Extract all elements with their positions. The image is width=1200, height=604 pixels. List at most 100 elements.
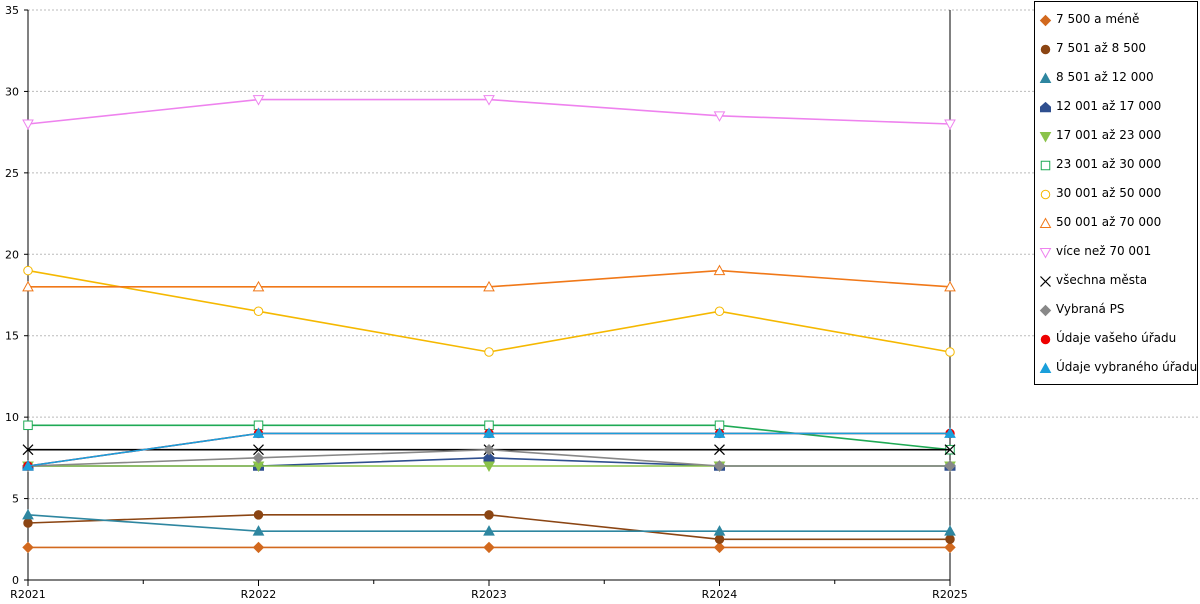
data-point: [945, 347, 955, 357]
data-point: [483, 444, 495, 456]
data-point: [944, 460, 956, 472]
data-point: [713, 525, 726, 536]
y-tick-label: 10: [5, 411, 19, 424]
y-tick-label: 30: [5, 85, 19, 98]
legend-marker-icon: [1039, 248, 1052, 259]
data-point: [944, 119, 956, 131]
data-point: [944, 444, 956, 456]
data-point: [23, 518, 33, 528]
data-point: [714, 534, 725, 545]
legend-label: 8 501 až 12 000: [1056, 70, 1154, 84]
data-point: [252, 427, 265, 438]
x-marker-stroke: [1040, 276, 1051, 287]
series-12: [22, 427, 956, 471]
series-1: [23, 510, 955, 545]
y-tick-label: 35: [5, 4, 19, 17]
legend-marker-icon: [1039, 217, 1052, 228]
data-point: [483, 541, 495, 554]
x-tick-label: R2022: [241, 588, 277, 600]
legend-label: Údaje vašeho úřadu: [1056, 331, 1177, 345]
data-point: [944, 525, 956, 536]
y-tick-label: 5: [12, 493, 19, 506]
legend-label: 17 001 až 23 000: [1056, 128, 1162, 142]
legend-marker: [1040, 101, 1051, 113]
series-0: [22, 541, 956, 554]
legend-item: Vybraná PS: [1035, 300, 1197, 320]
legend-marker: [1040, 276, 1051, 287]
data-point: [945, 534, 955, 545]
x-tick-label: R2025: [932, 588, 968, 600]
legend-marker: [1039, 248, 1052, 259]
x-tick-label: R2024: [702, 588, 738, 600]
data-point: [22, 541, 34, 554]
legend-label: Vybraná PS: [1056, 302, 1125, 316]
data-point: [483, 95, 495, 106]
data-point: [713, 427, 726, 438]
legend-label: 12 001 až 17 000: [1056, 99, 1162, 113]
data-point: [713, 264, 726, 276]
legend-item: 7 500 a méně: [1035, 10, 1197, 30]
x-marker-stroke: [714, 444, 725, 456]
data-point: [713, 541, 726, 554]
legend-marker-icon: [1040, 101, 1051, 113]
series-lines: [22, 95, 956, 554]
legend-marker: [1040, 334, 1051, 345]
tick-labels: 0 5 10 15 20 25 30 35 R2021 R2022 R2023 R2024 R2025: [5, 4, 968, 601]
legend-marker-icon: [1039, 362, 1052, 373]
data-point: [252, 541, 265, 554]
data-point: [22, 280, 34, 292]
y-tick-label: 25: [5, 167, 19, 180]
legend-item: 12 001 až 17 000: [1035, 97, 1197, 117]
data-point: [253, 510, 264, 520]
legend-marker: [1039, 362, 1052, 373]
data-point: [713, 460, 726, 472]
legend-label: 7 500 a méně: [1056, 12, 1140, 26]
x-marker-stroke: [944, 444, 956, 456]
data-point: [252, 525, 265, 536]
legend-label: Údaje vybraného úřadu: [1056, 360, 1198, 374]
data-point: [483, 461, 495, 473]
legend-item: Údaje vašeho úřadu: [1035, 329, 1197, 349]
axes: [24, 9, 951, 586]
legend-marker-icon: [1040, 189, 1051, 200]
series-8: [22, 95, 956, 131]
series-7: [22, 264, 956, 292]
data-point: [253, 306, 264, 317]
legend-item: 8 501 až 12 000: [1035, 68, 1197, 88]
data-point: [252, 95, 265, 106]
legend-item: všechna města: [1035, 271, 1197, 291]
data-point: [944, 427, 956, 438]
legend-item: 17 001 až 23 000: [1035, 126, 1197, 146]
legend-label: 7 501 až 8 500: [1056, 41, 1146, 55]
data-point: [23, 265, 33, 276]
data-point: [483, 427, 495, 438]
legend-marker-icon: [1040, 44, 1051, 55]
y-tick-label: 0: [12, 574, 19, 587]
x-tick-label: R2021: [10, 588, 46, 600]
legend-item: více než 70 001: [1035, 242, 1197, 262]
legend-marker: [1039, 14, 1052, 27]
y-tick-label: 20: [5, 248, 19, 261]
legend-marker-icon: [1039, 72, 1052, 83]
legend-marker: [1040, 44, 1051, 55]
data-point: [252, 452, 265, 464]
data-point: [944, 280, 956, 292]
legend-label: více než 70 001: [1056, 244, 1152, 258]
data-point: [714, 444, 725, 456]
legend: 7 500 a méně 7 501 až 8 500 8 501 až 12 00…: [1034, 1, 1198, 385]
data-point: [252, 280, 265, 292]
data-point: [483, 280, 495, 292]
y-tick-label: 15: [5, 330, 19, 343]
legend-item: 30 001 až 50 000: [1035, 184, 1197, 204]
x-tick-label: R2023: [471, 588, 507, 600]
legend-item: 7 501 až 8 500: [1035, 39, 1197, 59]
data-point: [484, 510, 494, 520]
legend-marker-icon: [1039, 304, 1052, 317]
series-6: [23, 265, 955, 357]
data-point: [22, 119, 34, 131]
data-point: [714, 306, 725, 317]
series-2: [22, 508, 956, 536]
data-point: [22, 459, 34, 471]
legend-marker-icon: [1039, 132, 1052, 143]
